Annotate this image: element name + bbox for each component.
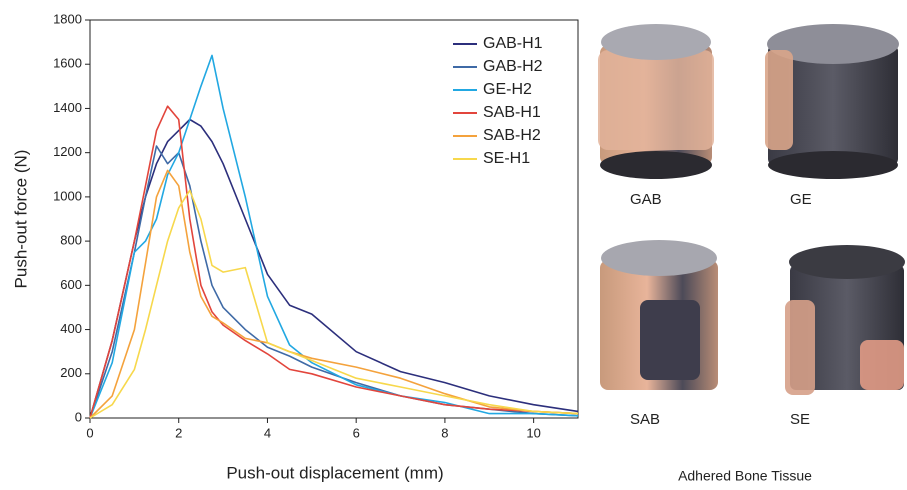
- photo-gab: [598, 24, 714, 179]
- photo-ge: [765, 24, 899, 179]
- y-tick-label: 1800: [53, 11, 82, 26]
- y-tick-label: 600: [60, 277, 82, 292]
- series-line: [89, 169, 579, 419]
- legend-label: GAB-H2: [483, 58, 543, 75]
- y-tick-label: 1600: [53, 56, 82, 71]
- y-tick-label: 1200: [53, 144, 82, 159]
- y-tick-label: 1000: [53, 188, 82, 203]
- legend-label: GAB-H1: [483, 35, 543, 52]
- legend-label: SE-H1: [483, 150, 530, 167]
- series-line: [89, 145, 579, 419]
- y-tick-label: 800: [60, 233, 82, 248]
- plot-frame: [89, 19, 579, 419]
- y-tick-label: 400: [60, 321, 82, 336]
- x-tick-label: 8: [441, 425, 448, 440]
- photo-se: [785, 245, 905, 395]
- x-tick-label: 2: [175, 425, 182, 440]
- y-axis-label: Push-out force (N): [11, 150, 30, 289]
- series-line: [89, 118, 579, 419]
- photo-sab: [600, 240, 718, 390]
- y-tick-label: 200: [60, 365, 82, 380]
- series-line: [89, 105, 579, 419]
- panel-label: GE: [790, 191, 812, 208]
- y-tick-label: 0: [75, 409, 82, 424]
- legend-label: SAB-H1: [483, 104, 541, 121]
- legend-label: GE-H2: [483, 81, 532, 98]
- x-tick-label: 0: [86, 425, 93, 440]
- panel-label: SAB: [630, 411, 660, 428]
- x-tick-label: 10: [526, 425, 540, 440]
- caption: Adhered Bone Tissue: [678, 468, 812, 484]
- x-axis-label: Push-out displacement (mm): [226, 463, 443, 482]
- series-line: [89, 54, 579, 419]
- panel-label: GAB: [630, 191, 662, 208]
- legend-label: SAB-H2: [483, 127, 541, 144]
- panel-label: SE: [790, 411, 810, 428]
- x-tick-label: 6: [353, 425, 360, 440]
- x-tick-label: 4: [264, 425, 271, 440]
- y-tick-label: 1400: [53, 100, 82, 115]
- series-line: [89, 189, 579, 419]
